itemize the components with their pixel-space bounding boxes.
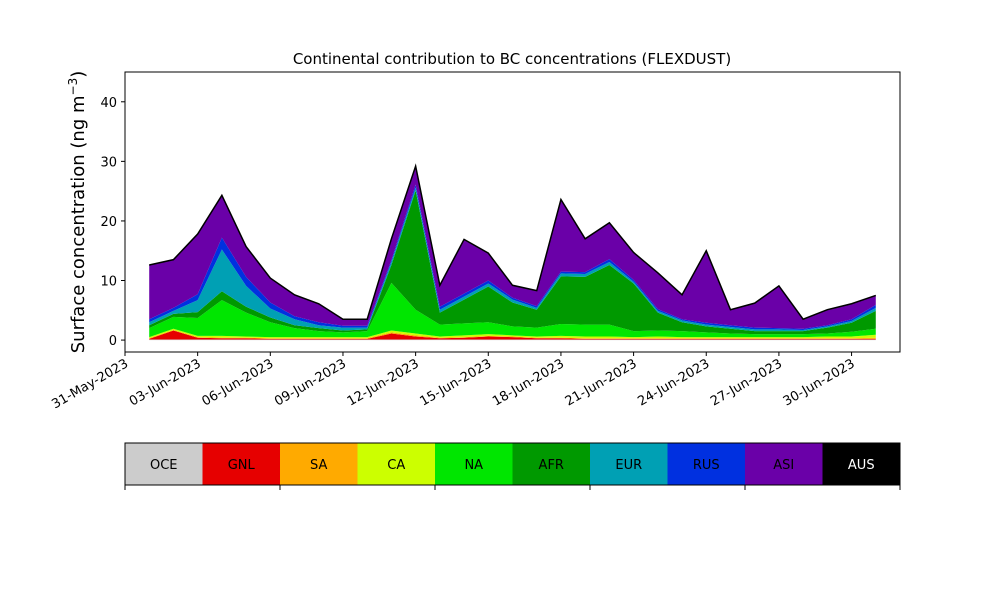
- total-line: [149, 163, 877, 321]
- x-tick-label: 18-Jun-2023: [490, 356, 567, 409]
- total-outline: [149, 163, 877, 321]
- x-tick-label: 30-Jun-2023: [781, 356, 858, 409]
- colorbar-swatch-aus: [822, 443, 900, 485]
- chart-title: Continental contribution to BC concentra…: [293, 50, 731, 68]
- x-tick-label: 31-May-2023: [49, 356, 131, 412]
- x-tick-label: 27-Jun-2023: [708, 356, 785, 409]
- colorbar-legend: OCE GNL SA CA NA AFR EUR RUS ASI AUS: [124, 442, 901, 490]
- area-eur: [149, 187, 876, 332]
- colorbar-label-rus: RUS: [693, 458, 720, 473]
- area-ca: [149, 328, 876, 339]
- x-tick-label: 24-Jun-2023: [635, 356, 712, 409]
- colorbar-swatch-rus: [667, 443, 745, 485]
- stacked-areas: [149, 166, 876, 341]
- colorbar-swatch-gnl: [202, 443, 280, 485]
- x-tick-label: 12-Jun-2023: [345, 356, 422, 409]
- x-tick-label: 21-Jun-2023: [563, 356, 640, 409]
- y-tick-label: 30: [100, 155, 117, 170]
- colorbar-label-ca: CA: [387, 458, 405, 473]
- y-tick-label: 40: [100, 96, 117, 111]
- colorbar-swatch-afr: [512, 443, 590, 485]
- x-tick-label: 06-Jun-2023: [199, 356, 276, 409]
- area-asi: [149, 166, 876, 329]
- x-tick-label: 03-Jun-2023: [127, 356, 204, 409]
- colorbar-label-afr: AFR: [539, 458, 564, 473]
- colorbar-label-gnl: GNL: [228, 458, 256, 473]
- y-axis-label-exponent: −3: [66, 78, 80, 96]
- plot-frame: [124, 71, 901, 353]
- colorbar-swatch-eur: [590, 443, 668, 485]
- y-tick-label: 0: [109, 334, 117, 349]
- colorbar-swatch-na: [435, 443, 513, 485]
- colorbar-label-sa: SA: [310, 458, 327, 473]
- y-axis-label-text: Surface concentration (ng m: [68, 95, 89, 353]
- y-axis-ticks: 0 10 20 30 40: [100, 96, 125, 349]
- y-tick-label: 10: [100, 275, 117, 290]
- y-axis-label-close: ): [68, 71, 89, 78]
- colorbar-swatch-ca: [357, 443, 435, 485]
- area-sa: [149, 329, 876, 339]
- colorbar-label-eur: EUR: [615, 458, 642, 473]
- x-tick-label: 15-Jun-2023: [417, 356, 494, 409]
- colorbar-swatch-oce: [125, 443, 203, 485]
- colorbar-label-na: NA: [464, 458, 483, 473]
- colorbar-label-aus: AUS: [848, 458, 875, 473]
- colorbar-label-asi: ASI: [773, 458, 794, 473]
- y-tick-label: 20: [100, 215, 117, 230]
- colorbar-swatch-sa: [280, 443, 358, 485]
- colorbar-swatch-asi: [745, 443, 823, 485]
- area-na: [149, 282, 876, 338]
- area-oce: [149, 339, 876, 341]
- x-tick-label: 09-Jun-2023: [272, 356, 349, 409]
- area-afr: [149, 190, 876, 335]
- y-axis-label: Surface concentration (ng m−3): [66, 71, 89, 354]
- x-axis-ticks: 31-May-202303-Jun-202306-Jun-202309-Jun-…: [49, 352, 858, 412]
- colorbar-frame: [124, 442, 901, 486]
- area-gnl: [149, 330, 876, 340]
- colorbar-label-oce: OCE: [150, 458, 178, 473]
